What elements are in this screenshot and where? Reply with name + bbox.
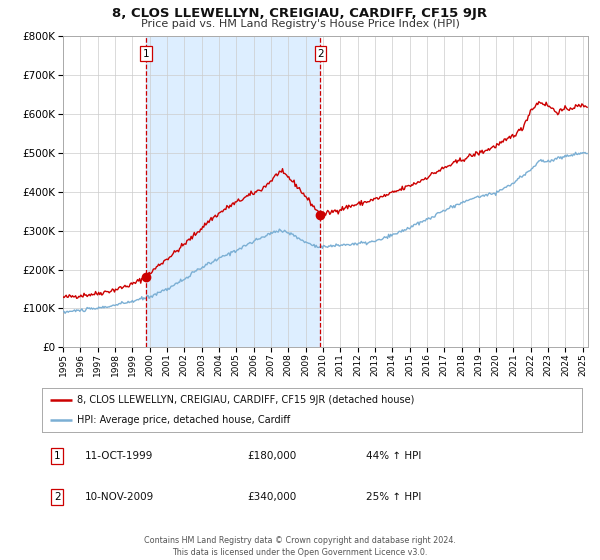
- Text: HPI: Average price, detached house, Cardiff: HPI: Average price, detached house, Card…: [77, 415, 290, 425]
- Text: 44% ↑ HPI: 44% ↑ HPI: [366, 451, 421, 461]
- Text: 11-OCT-1999: 11-OCT-1999: [85, 451, 154, 461]
- Text: 2: 2: [317, 49, 324, 59]
- Text: 25% ↑ HPI: 25% ↑ HPI: [366, 492, 421, 502]
- Text: 1: 1: [143, 49, 149, 59]
- Text: Contains HM Land Registry data © Crown copyright and database right 2024.
This d: Contains HM Land Registry data © Crown c…: [144, 536, 456, 557]
- Text: 1: 1: [54, 451, 61, 461]
- Text: 8, CLOS LLEWELLYN, CREIGIAU, CARDIFF, CF15 9JR: 8, CLOS LLEWELLYN, CREIGIAU, CARDIFF, CF…: [112, 7, 488, 20]
- Text: Price paid vs. HM Land Registry's House Price Index (HPI): Price paid vs. HM Land Registry's House …: [140, 19, 460, 29]
- Text: 10-NOV-2009: 10-NOV-2009: [85, 492, 154, 502]
- Text: 2: 2: [54, 492, 61, 502]
- Text: £340,000: £340,000: [247, 492, 296, 502]
- Text: £180,000: £180,000: [247, 451, 296, 461]
- Text: 8, CLOS LLEWELLYN, CREIGIAU, CARDIFF, CF15 9JR (detached house): 8, CLOS LLEWELLYN, CREIGIAU, CARDIFF, CF…: [77, 395, 415, 405]
- Bar: [146, 36, 320, 347]
